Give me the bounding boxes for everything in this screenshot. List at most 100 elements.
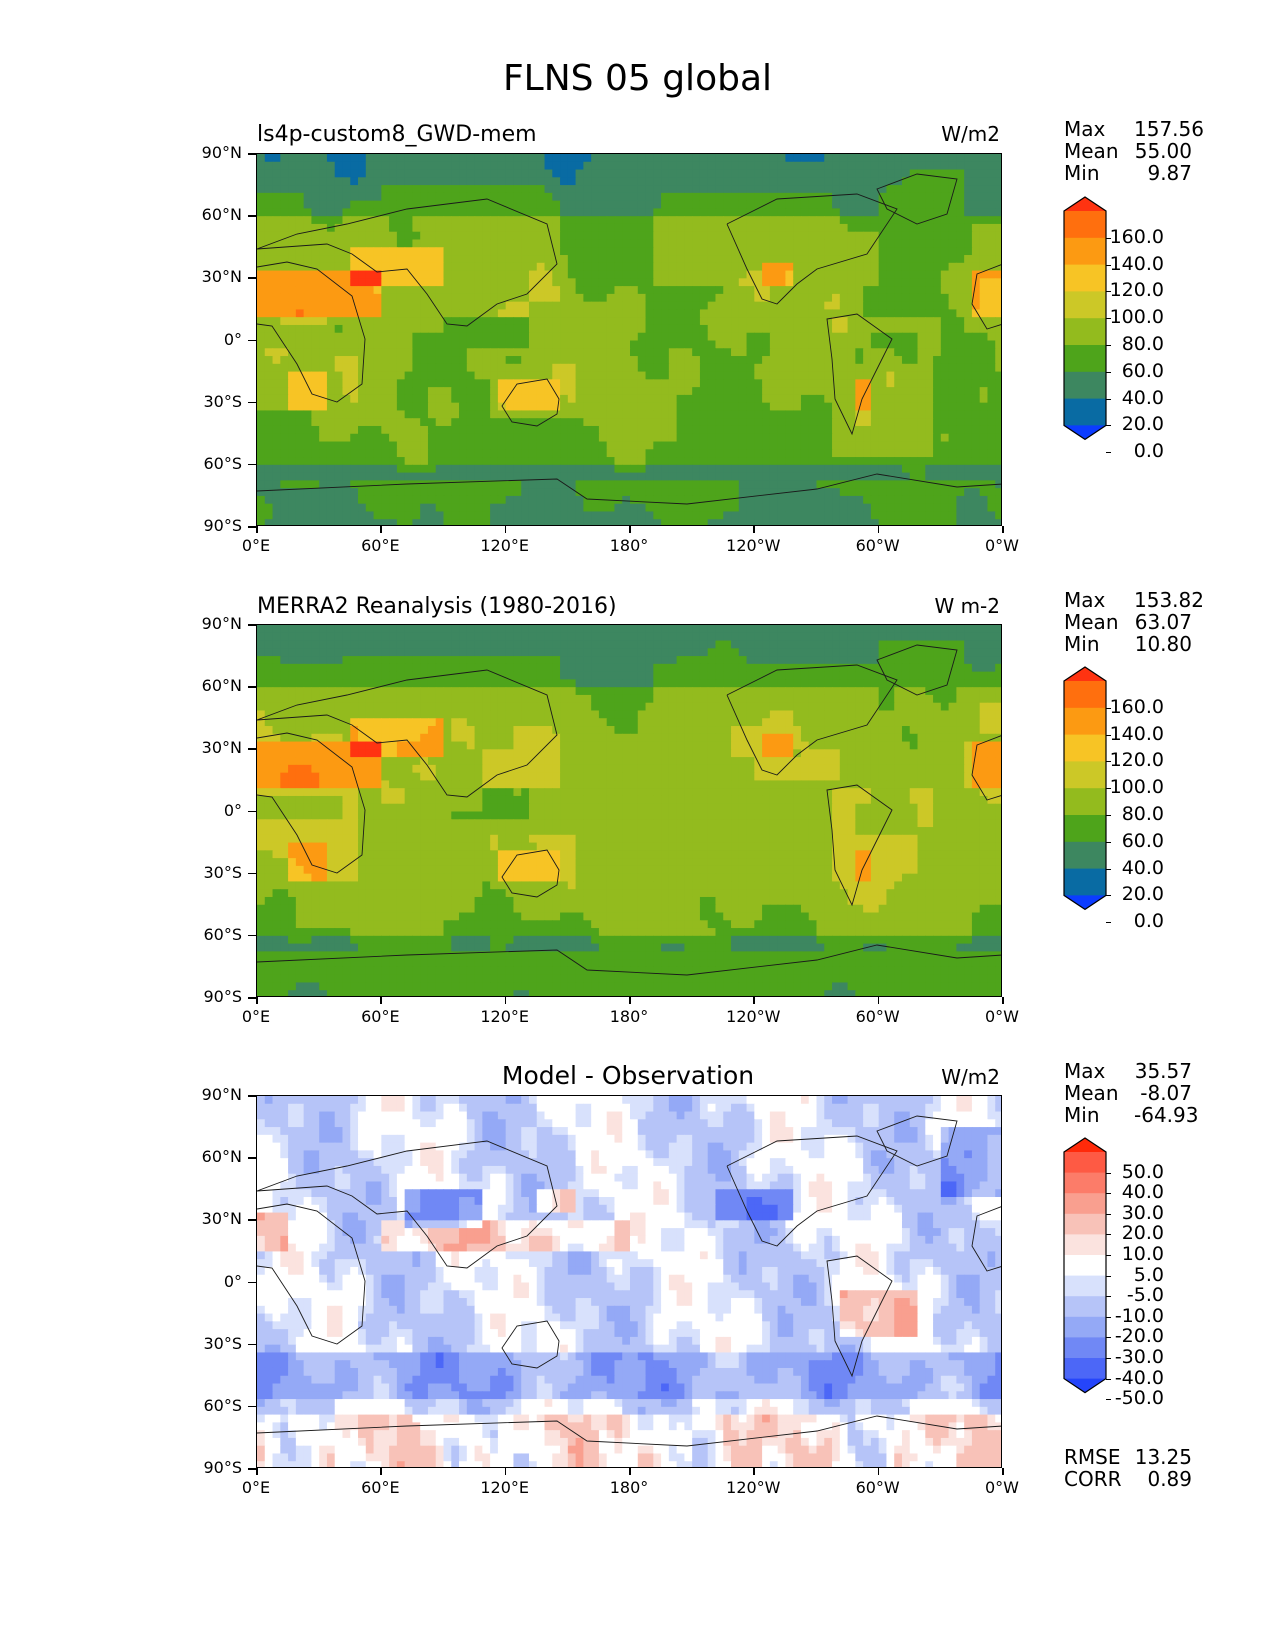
field-cell — [420, 402, 429, 412]
field-cell — [917, 464, 926, 474]
field-cell — [769, 441, 779, 450]
field-cell — [878, 309, 888, 318]
field-cell — [832, 402, 841, 412]
field-cell — [303, 387, 312, 396]
field-cell — [769, 324, 779, 334]
field-cell — [979, 371, 989, 380]
field-cell — [839, 177, 849, 186]
field-cell — [723, 348, 732, 357]
field-cell — [606, 262, 616, 272]
field-cell — [731, 480, 740, 489]
field-cell — [785, 480, 794, 489]
field-cell — [668, 216, 678, 225]
field-cell — [381, 231, 390, 241]
field-cell — [839, 356, 849, 365]
field-cell — [497, 433, 507, 443]
field-cell — [567, 185, 577, 194]
field-cell — [769, 293, 779, 303]
field-cell — [785, 340, 794, 349]
field-cell — [326, 425, 336, 435]
field-cell — [987, 519, 996, 525]
field-cell — [280, 418, 289, 427]
field-cell — [699, 286, 709, 295]
field-cell — [326, 433, 336, 443]
field-cell — [404, 154, 414, 163]
field-cell — [319, 648, 328, 657]
field-cell — [746, 480, 755, 489]
field-cell — [824, 363, 833, 373]
field-cell — [474, 394, 483, 404]
field-cell — [808, 208, 818, 217]
field-cell — [637, 356, 647, 365]
field-cell — [777, 231, 787, 241]
field-cell — [863, 379, 872, 388]
field-cell — [490, 457, 499, 466]
field-cell — [334, 293, 344, 303]
field-cell — [443, 169, 452, 178]
field-cell — [637, 433, 647, 443]
field-cell — [497, 348, 507, 357]
field-cell — [793, 216, 802, 225]
field-cell — [645, 154, 654, 163]
field-cell — [987, 348, 996, 357]
field-cell — [832, 394, 841, 404]
field-cell — [334, 632, 344, 642]
field-cell — [971, 348, 981, 357]
field-cell — [536, 363, 546, 373]
field-cell — [474, 387, 483, 396]
field-cell — [762, 387, 771, 396]
field-cell — [295, 640, 305, 649]
field-cell — [901, 239, 911, 248]
field-cell — [373, 340, 382, 349]
field-cell — [653, 632, 662, 642]
field-cell — [808, 495, 818, 505]
field-cell — [334, 348, 344, 357]
field-cell — [917, 223, 926, 233]
field-cell — [319, 418, 328, 427]
field-cell — [575, 154, 584, 163]
field-cell — [901, 402, 911, 412]
field-cell — [777, 410, 787, 419]
field-cell — [676, 154, 685, 163]
field-cell — [863, 324, 872, 334]
field-cell — [995, 511, 1001, 520]
field-cell — [606, 503, 616, 513]
field-cell — [358, 425, 367, 435]
field-cell — [373, 495, 382, 505]
lon-tick-mark — [877, 526, 880, 533]
field-cell — [886, 457, 895, 466]
field-cell — [769, 317, 779, 326]
field-cell — [940, 640, 950, 649]
field-cell — [560, 154, 569, 163]
field-cell — [746, 464, 755, 474]
field-cell — [863, 192, 872, 202]
field-cell — [746, 177, 755, 186]
field-cell — [451, 457, 460, 466]
field-cell — [777, 216, 787, 225]
field-cell — [731, 177, 740, 186]
field-cell — [591, 394, 600, 404]
field-cell — [342, 177, 351, 186]
field-cell — [715, 231, 724, 241]
field-cell — [365, 379, 375, 388]
field-cell — [342, 231, 351, 241]
field-cell — [614, 449, 623, 458]
field-cell — [459, 449, 468, 458]
field-cell — [326, 255, 336, 264]
field-cell — [684, 457, 693, 466]
field-cell — [940, 309, 950, 318]
field-cell — [536, 472, 546, 481]
field-cell — [707, 425, 717, 435]
field-cell — [816, 301, 825, 311]
field-cell — [754, 480, 763, 489]
field-cell — [979, 332, 989, 342]
field-cell — [816, 511, 825, 520]
field-cell — [925, 503, 934, 513]
field-cell — [645, 309, 654, 318]
field-cell — [598, 270, 608, 279]
field-cell — [451, 356, 460, 365]
field-cell — [855, 387, 864, 396]
field-cell — [474, 503, 483, 513]
field-cell — [412, 200, 421, 209]
field-cell — [583, 519, 592, 525]
